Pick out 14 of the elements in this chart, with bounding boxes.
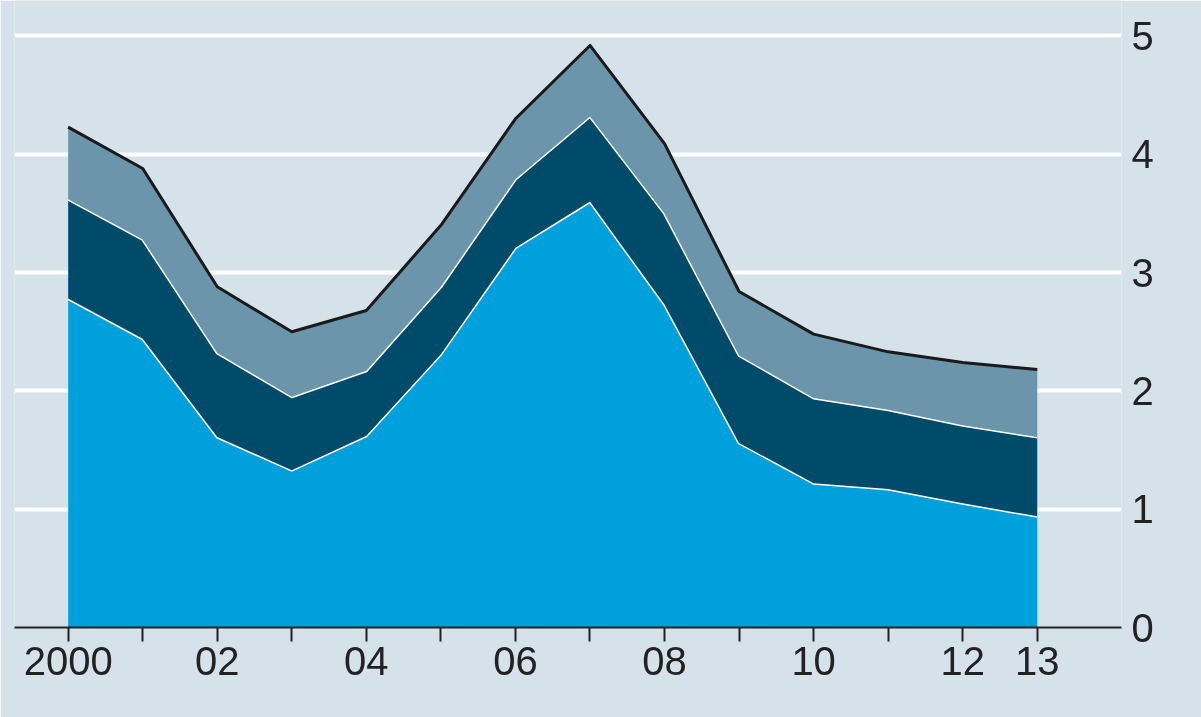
y-tick-label: 1 — [1131, 487, 1154, 532]
y-tick-label: 2 — [1131, 368, 1154, 413]
x-tick-label: 13 — [1015, 638, 1060, 683]
x-tick-label: 12 — [940, 638, 985, 683]
y-tick-label: 4 — [1131, 132, 1154, 177]
x-tick-label: 10 — [791, 638, 836, 683]
x-tick-label: 08 — [642, 638, 687, 683]
y-tick-label: 0 — [1131, 605, 1154, 650]
x-tick-label: 06 — [493, 638, 538, 683]
x-tick-label: 04 — [344, 638, 389, 683]
x-tick-label: 2000 — [23, 638, 113, 683]
x-tick-label: 02 — [195, 638, 240, 683]
y-tick-label: 5 — [1131, 13, 1154, 58]
y-tick-label: 3 — [1131, 250, 1154, 295]
